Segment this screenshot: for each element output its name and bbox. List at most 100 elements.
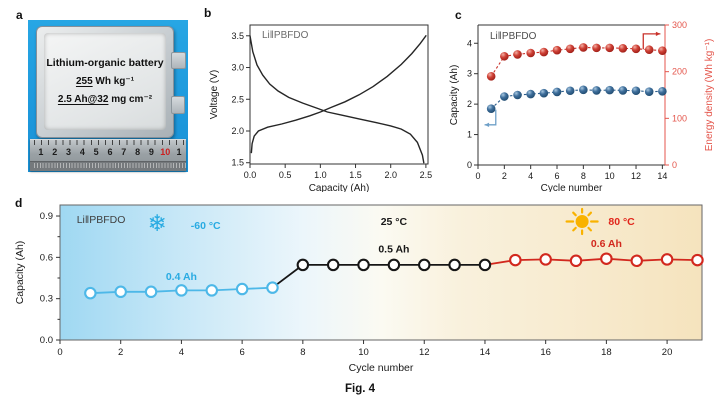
panel-b-letter: b [204,6,212,20]
ruler-number: 9 [148,147,154,157]
data-point [526,48,535,58]
annotation-text: 0.5 Ah [378,244,409,256]
x-tick-label: 2.5 [420,170,433,180]
annotation-text: 0.6 Ah [591,238,622,250]
cell-energy-unit: Wh kg⁻¹ [92,76,135,87]
x-axis-label: Capacity (Ah) [309,183,370,192]
data-point [660,253,674,266]
data-point [418,258,431,272]
data-point [631,44,641,54]
ruler-number: 1 [176,147,182,157]
voltage-capacity-svg: 0.0 0.5 1.0 1.5 2.0 2.5 1.5 2.0 2.5 3.0 3.5 Capacit… [209,24,433,192]
data-point [526,89,535,99]
y-axis-label-left: Capacity (Ah) [449,65,460,126]
data-point [592,43,601,53]
snowflake-icon: ❄ [147,211,166,237]
x-tick-label: 8 [300,347,305,358]
annotation-text: 80 °C [608,216,635,228]
x-tick-label: 0.0 [244,170,257,180]
ruler-number: 3 [66,147,72,157]
x-tick-label: 8 [581,171,586,181]
data-point [691,253,704,267]
ruler-number: 5 [93,147,99,157]
x-axis-label: Cycle number [541,183,603,192]
arrow-head [655,31,661,37]
x-tick-label: 18 [601,347,612,358]
data-point [565,44,575,54]
y-tick-label: 2.0 [231,126,244,136]
sun-icon [565,207,599,236]
panel-c-letter: c [455,8,462,22]
data-point [513,50,522,59]
battery-terminal-tab [171,96,185,114]
cell-energy-value: 255 [75,76,93,87]
cell-title-text: Lithium-organic battery [46,57,164,69]
ruler-numbers: 1 2 3 4 5 6 7 8 9 10 1 [34,147,186,157]
data-point [175,284,188,297]
data-point [658,87,667,96]
y-tick-label: 0.3 [40,294,53,305]
data-point [565,86,575,96]
ruler-number: 8 [135,147,141,157]
cell-energy-text: 255 Wh kg⁻¹ [76,76,134,87]
data-point [266,281,279,294]
plot-background [60,205,702,340]
y-tick-label-left: 0 [467,160,472,170]
x-tick-label: 4 [179,347,184,358]
chart-temperature-cycling: 0 2 4 6 8 10 12 14 16 18 20 0.0 0.3 0.6 0.9 Cycle numbe… [10,194,718,374]
cell-capacity-unit: mg cm⁻² [108,94,153,105]
data-point [84,286,97,300]
data-point [500,51,509,61]
panel-a-letter: a [16,8,23,22]
data-point [205,284,219,297]
annotation-text: 0.4 Ah [166,271,197,283]
data-point [539,47,549,57]
data-point [448,258,461,272]
battery-photo: Lithium-organic battery 255 Wh kg⁻¹ 2.5 … [28,20,188,172]
data-point [114,285,127,299]
ruler-mm-scale [30,161,186,171]
y-tick-label-right: 300 [672,20,687,30]
data-point [658,46,667,55]
y-tick-label: 0.0 [40,335,53,346]
plot-frame [249,24,429,165]
x-tick-label: 2 [502,171,507,181]
data-point [478,258,492,272]
data-point [296,258,310,272]
x-tick-label: 20 [662,347,673,358]
x-tick-label: 0 [57,347,62,358]
ruler-number: 4 [79,147,85,157]
ruler-number: 6 [107,147,113,157]
x-tick-label: 12 [631,171,641,181]
data-point [569,254,583,268]
y-tick-label: 0.6 [40,252,53,263]
y-tick-label-left: 4 [467,38,472,48]
series-charge [250,35,427,154]
y-tick-label-left: 2 [467,99,472,109]
data-point [592,86,601,95]
data-point [644,45,654,55]
x-tick-label: 16 [540,347,551,358]
data-point [605,85,614,95]
y-tick-label: 1.5 [231,158,244,168]
y-tick-label: 2.5 [231,94,244,104]
y-tick-label-right: 0 [672,160,677,170]
x-axis-label: Cycle number [349,362,414,374]
y-tick-label-right: 100 [672,113,687,123]
y-tick-label: 0.9 [40,211,53,222]
pouch-cell: Lithium-organic battery 255 Wh kg⁻¹ 2.5 … [36,26,174,138]
x-tick-label: 0 [475,171,480,181]
data-point [630,254,643,268]
x-tick-label: 1.5 [349,170,362,180]
data-point [605,43,614,53]
x-tick-label: 10 [358,347,369,358]
ruler-ticks [34,140,184,145]
x-tick-label: 0.5 [279,170,292,180]
data-point [326,258,340,272]
x-tick-label: 12 [419,347,430,358]
chart-title: Li‖PBFDO [262,30,309,41]
x-tick-label: 2.0 [384,170,397,180]
data-point [552,87,562,97]
